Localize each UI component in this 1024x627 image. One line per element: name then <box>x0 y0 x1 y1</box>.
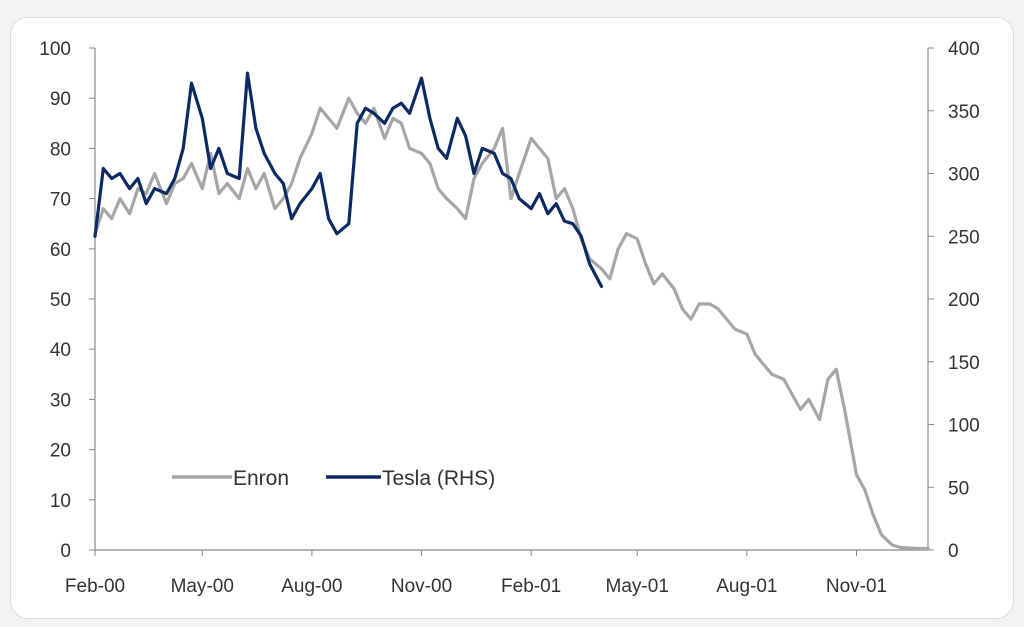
y-right-tick-label: 100 <box>948 416 980 437</box>
legend-tesla-label: Tesla (RHS) <box>382 467 495 490</box>
y-right-tick-label: 300 <box>948 165 980 186</box>
chart-series <box>93 71 930 551</box>
y-left-tick-label: 100 <box>39 39 71 60</box>
y-right-tick-label: 150 <box>948 353 980 374</box>
x-tick-label: Aug-00 <box>281 576 342 597</box>
y-left-tick-label: 70 <box>50 190 71 211</box>
y-left-tick-label: 60 <box>50 240 71 261</box>
y-left-tick-label: 10 <box>50 491 71 512</box>
y-right-tick-label: 0 <box>948 541 959 562</box>
y-left-tick-label: 20 <box>50 441 71 462</box>
y-left-tick-label: 40 <box>50 340 71 361</box>
y-left-tick-label: 80 <box>50 139 71 160</box>
y-left-tick-label: 90 <box>50 89 71 110</box>
y-right-tick-label: 350 <box>948 102 980 123</box>
x-tick-label: Feb-00 <box>65 576 125 597</box>
chart-card <box>10 17 1014 619</box>
x-tick-label: Nov-01 <box>826 576 887 597</box>
y-right-tick-label: 250 <box>948 227 980 248</box>
chart-axes: 0 10 20 30 40 50 60 70 80 90 100 0 50 100 150 200 250 300… <box>39 39 979 597</box>
y-right-tick-label: 50 <box>948 478 969 499</box>
y-left-tick-label: 30 <box>50 390 71 411</box>
x-tick-label: Feb-01 <box>501 576 561 597</box>
series-line-enron <box>93 96 930 551</box>
x-tick-label: Aug-01 <box>716 576 777 597</box>
y-right-tick-label: 400 <box>948 39 980 60</box>
x-tick-label: May-00 <box>171 576 234 597</box>
chart-legend: Enron Tesla (RHS) <box>172 467 495 490</box>
legend-enron-label: Enron <box>233 467 289 490</box>
x-tick-label: Nov-00 <box>391 576 452 597</box>
x-tick-label: May-01 <box>606 576 669 597</box>
y-left-tick-label: 50 <box>50 290 71 311</box>
y-left-tick-label: 0 <box>60 541 71 562</box>
y-right-tick-label: 200 <box>948 290 980 311</box>
series-line-tesla <box>93 71 604 288</box>
